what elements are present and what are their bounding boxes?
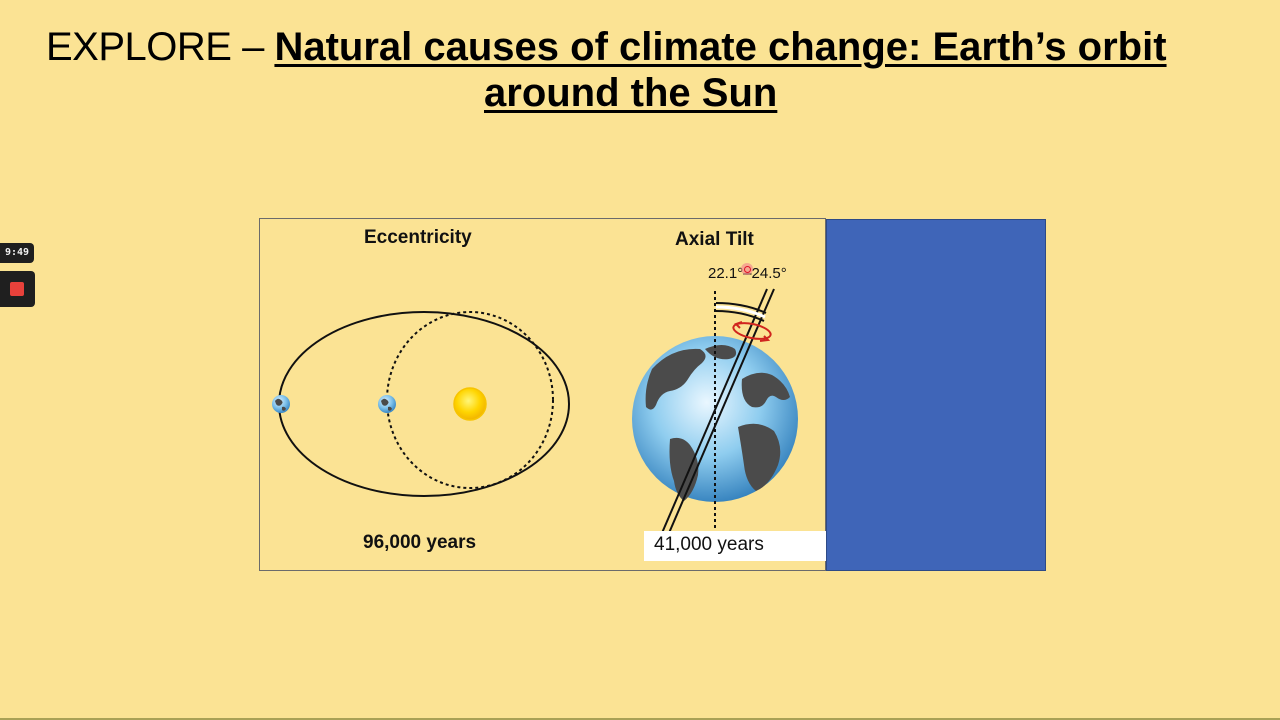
axial-tilt-period: 41,000 years [654, 534, 764, 555]
sun-icon [453, 387, 487, 421]
blue-cover-panel[interactable] [826, 219, 1046, 571]
title-prefix: EXPLORE – [46, 25, 275, 69]
pointer-cursor-icon [741, 263, 753, 275]
earth-icon [378, 395, 396, 413]
recording-timer: 9:49 [0, 243, 34, 263]
angle-arc [715, 302, 767, 322]
axial-tilt-heading: Axial Tilt [675, 229, 754, 250]
eccentric-orbit [278, 311, 570, 497]
earth-icon [272, 395, 290, 413]
diagram-graphics [272, 288, 798, 534]
title-main-line2: around the Sun [484, 71, 778, 115]
stop-recording-button[interactable] [0, 271, 35, 307]
tilted-axis [661, 288, 775, 534]
eccentricity-heading: Eccentricity [364, 227, 472, 248]
circular-orbit [386, 311, 554, 489]
orbit-diagram: Eccentricity 96,000 years Axial Tilt 22.… [259, 218, 826, 571]
eccentricity-period: 96,000 years [363, 532, 477, 553]
tilt-period-box: 41,000 years [644, 531, 826, 561]
stop-square-icon [10, 282, 24, 296]
title-main-line1: Natural causes of climate change: Earth’… [274, 25, 1167, 69]
rotation-arrow-icon [732, 321, 772, 342]
